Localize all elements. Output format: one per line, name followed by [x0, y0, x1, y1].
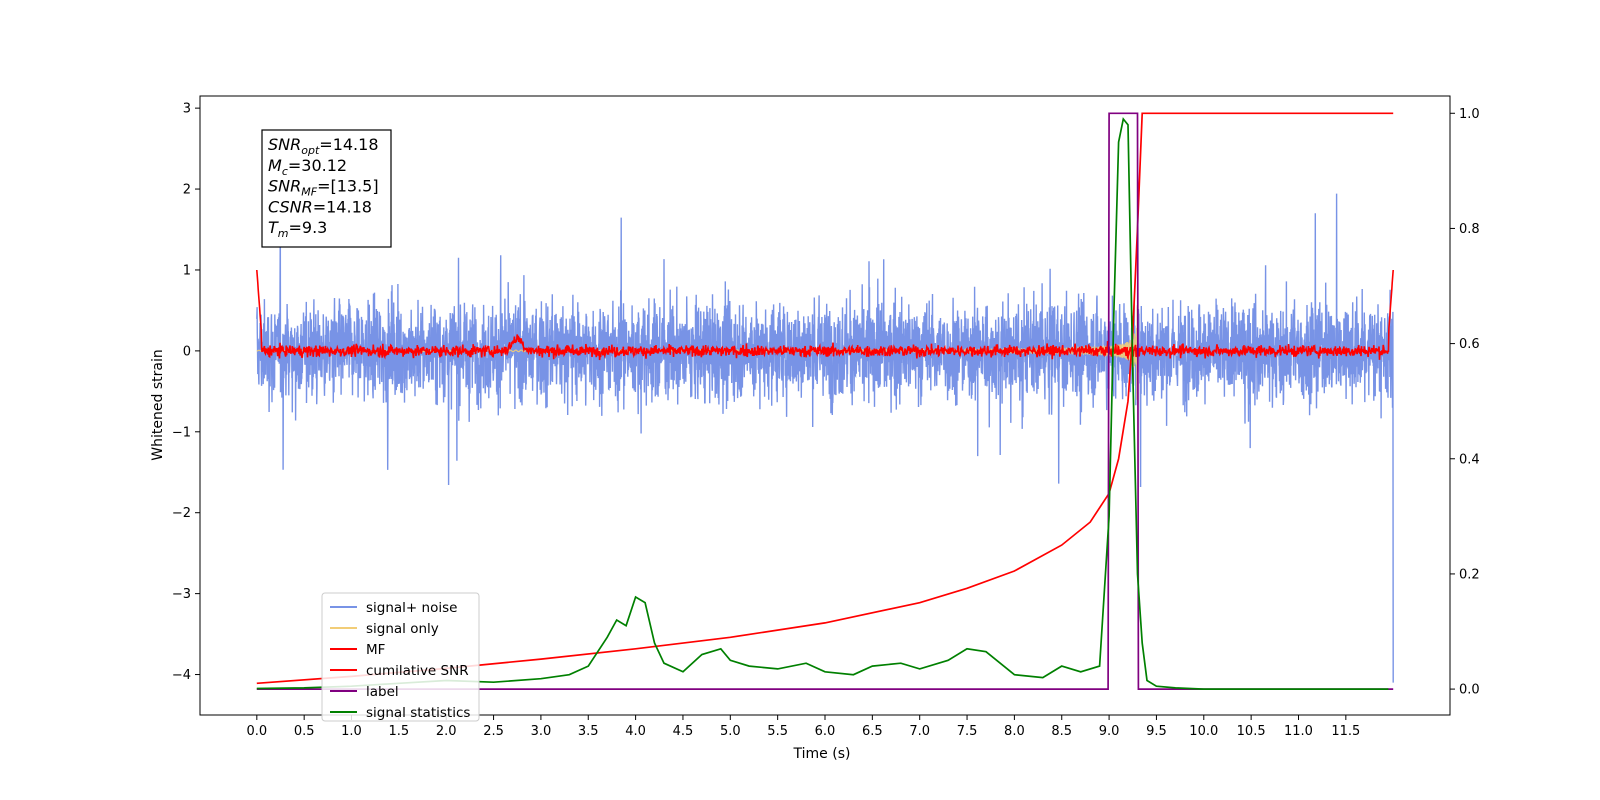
- x-tick-label: 6.0: [815, 724, 836, 739]
- info-symbol: SNR: [268, 135, 301, 154]
- y-tick-label: 3: [183, 102, 191, 117]
- x-tick-label: 7.0: [909, 724, 930, 739]
- x-tick-label: 10.0: [1189, 724, 1218, 739]
- x-tick-label: 5.5: [767, 724, 788, 739]
- y-axis-right: 1.0 0.8 0.6 0.4 0.2 0.0: [1450, 107, 1480, 698]
- series-label-line: [256, 112, 1394, 690]
- y-tick-label: 2: [183, 183, 191, 198]
- x-tick-label: 5.0: [720, 724, 741, 739]
- series-signal-noise-line: [256, 193, 1394, 683]
- info-subscript: m: [278, 227, 289, 240]
- info-value: =14.18: [319, 135, 378, 154]
- y-tick-label: −3: [172, 587, 191, 602]
- y-tick-label: 0: [183, 344, 191, 359]
- x-tick-label: 1.5: [389, 724, 410, 739]
- x-axis: 0.0 0.5 1.0 1.5 2.0 2.5 3.0 3.5 4.0 4.5 5.0 5.5 6.0 6…: [246, 715, 1360, 739]
- info-subscript: MF: [301, 186, 317, 199]
- info-value: =14.18: [313, 197, 372, 216]
- series-signal-statistics-line: [256, 117, 1389, 690]
- x-tick-label: 8.0: [1004, 724, 1025, 739]
- info-line: Tm=9.3: [268, 218, 327, 240]
- info-line: SNRMF=[13.5]: [268, 177, 379, 199]
- info-symbol: M: [268, 156, 282, 175]
- x-tick-label: 4.5: [673, 724, 694, 739]
- x-tick-label: 2.0: [436, 724, 457, 739]
- info-symbol: T: [268, 218, 279, 237]
- info-box-frame: [261, 129, 392, 248]
- info-line: CSNR=14.18: [268, 197, 372, 216]
- x-tick-label: 6.5: [862, 724, 883, 739]
- info-value: =[13.5]: [317, 177, 379, 196]
- y-axis-label: Whitened strain: [150, 349, 166, 460]
- series-mf-line: [256, 269, 1394, 362]
- y2-tick-label: 1.0: [1459, 107, 1480, 122]
- x-tick-label: 0.0: [246, 724, 267, 739]
- y-axis-left: 3 2 1 0 −1 −2 −3 −4: [172, 102, 200, 683]
- x-axis-label: Time (s): [793, 746, 851, 762]
- y2-tick-label: 0.0: [1459, 683, 1480, 698]
- info-symbol: SNR: [268, 177, 301, 196]
- y2-tick-label: 0.2: [1459, 567, 1480, 582]
- legend-entry-label: label: [366, 684, 399, 700]
- x-tick-label: 0.5: [294, 724, 315, 739]
- x-tick-label: 3.0: [531, 724, 552, 739]
- info-symbol: CSNR: [268, 197, 313, 216]
- info-annotation-box: SNRopt=14.18Mc=30.12SNRMF=[13.5]CSNR=14.…: [261, 129, 392, 248]
- legend-entry-label: signal+ noise: [366, 600, 457, 616]
- legend-entry-label: MF: [366, 642, 385, 658]
- x-tick-label: 8.5: [1051, 724, 1072, 739]
- y2-tick-label: 0.8: [1459, 222, 1480, 237]
- y-tick-label: −4: [172, 668, 191, 683]
- info-value: =9.3: [289, 218, 328, 237]
- legend-entry-label: cumilative SNR: [366, 663, 469, 679]
- x-tick-label: 11.0: [1284, 724, 1313, 739]
- y-tick-label: −2: [172, 506, 191, 521]
- x-tick-label: 11.5: [1331, 724, 1360, 739]
- y-tick-label: 1: [183, 263, 191, 278]
- y2-tick-label: 0.6: [1459, 337, 1480, 352]
- y-tick-label: −1: [172, 425, 191, 440]
- info-value: =30.12: [288, 156, 347, 175]
- x-tick-label: 9.0: [1099, 724, 1120, 739]
- legend: signal+ noise signal only MF cumilative SNR…: [321, 592, 480, 722]
- x-tick-label: 7.5: [957, 724, 978, 739]
- x-tick-label: 4.0: [625, 724, 646, 739]
- y2-tick-label: 0.4: [1459, 452, 1480, 467]
- x-tick-label: 10.5: [1237, 724, 1266, 739]
- x-tick-label: 9.5: [1146, 724, 1167, 739]
- x-tick-label: 3.5: [578, 724, 599, 739]
- series-layer: [256, 112, 1394, 690]
- info-subscript: opt: [301, 144, 320, 157]
- legend-entry-label: signal statistics: [366, 705, 470, 721]
- info-line: SNRopt=14.18: [268, 135, 379, 157]
- legend-frame: [321, 592, 480, 722]
- legend-entry-label: signal only: [366, 621, 439, 637]
- x-tick-label: 2.5: [483, 724, 504, 739]
- info-line: Mc=30.12: [268, 156, 347, 178]
- info-subscript: c: [282, 165, 288, 178]
- x-tick-label: 1.0: [341, 724, 362, 739]
